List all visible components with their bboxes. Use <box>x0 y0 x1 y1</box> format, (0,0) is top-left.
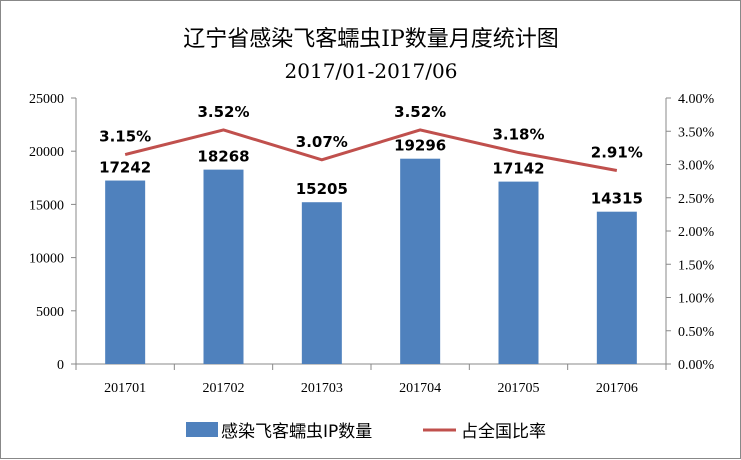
bar-data-label: 17142 <box>492 160 544 178</box>
x-tick-label: 201703 <box>301 381 343 396</box>
chart-subtitle: 2017/01-2017/06 <box>285 59 458 83</box>
bar-data-label: 15205 <box>296 180 348 198</box>
legend-label-line: 占全国比率 <box>461 422 546 442</box>
bar-data-label: 14315 <box>591 190 643 208</box>
line-data-label: 2.91% <box>591 143 643 161</box>
right-tick-label: 4.00% <box>678 92 715 107</box>
line-data-label: 3.52% <box>394 103 446 121</box>
line-data-label: 3.18% <box>492 126 544 144</box>
line-data-label: 3.07% <box>296 133 348 151</box>
right-tick-label: 0.50% <box>678 325 715 340</box>
right-tick-label: 0.00% <box>678 358 715 373</box>
chart-title: 辽宁省感染飞客蠕虫IP数量月度统计图 <box>183 27 559 52</box>
legend: 感染飞客蠕虫IP数量 占全国比率 <box>186 422 546 442</box>
legend-label-bar: 感染飞客蠕虫IP数量 <box>221 422 372 442</box>
x-tick-label: 201704 <box>399 381 441 396</box>
legend-swatch-bar <box>186 422 218 437</box>
left-tick-label: 15000 <box>29 198 64 213</box>
bar-data-label: 19296 <box>394 137 446 155</box>
bar <box>400 158 441 364</box>
bar <box>203 169 244 364</box>
left-tick-label: 5000 <box>36 305 64 320</box>
bar-data-label: 17242 <box>99 159 151 177</box>
left-tick-label: 10000 <box>29 252 64 267</box>
bar-data-label: 18268 <box>197 148 249 166</box>
right-tick-label: 2.00% <box>678 225 715 240</box>
line-data-label: 3.52% <box>197 103 249 121</box>
x-tick-label: 201706 <box>596 381 638 396</box>
bar <box>498 181 539 364</box>
right-tick-label: 3.50% <box>678 125 715 140</box>
bar <box>301 202 342 364</box>
x-tick-label: 201702 <box>203 381 245 396</box>
x-tick-label: 201705 <box>498 381 540 396</box>
ratio-line <box>124 128 618 172</box>
right-tick-label: 3.00% <box>678 159 715 174</box>
line-data-label: 3.15% <box>99 128 151 146</box>
bar <box>105 180 146 364</box>
x-tick-label: 201701 <box>104 381 146 396</box>
left-tick-label: 0 <box>57 358 64 373</box>
right-tick-label: 2.50% <box>678 192 715 207</box>
left-tick-label: 20000 <box>29 145 64 160</box>
left-tick-label: 25000 <box>29 92 64 107</box>
bar <box>596 211 637 364</box>
right-tick-label: 1.50% <box>678 258 715 273</box>
right-tick-label: 1.00% <box>678 292 715 307</box>
